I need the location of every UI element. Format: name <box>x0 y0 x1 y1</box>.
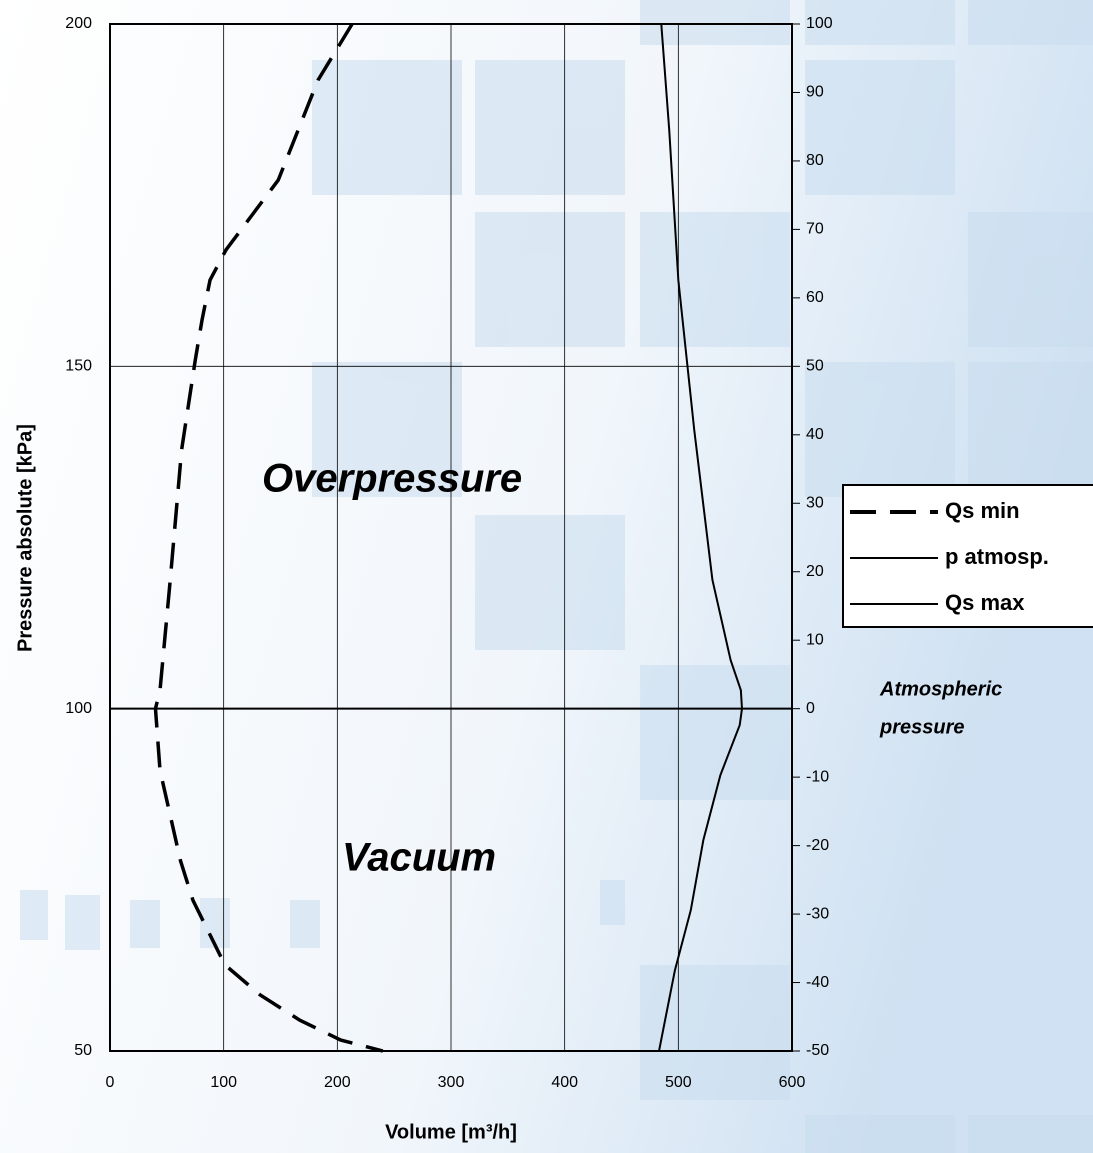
y2-tick-label: 100 <box>806 15 833 32</box>
y-tick-label: 50 <box>74 1042 92 1059</box>
y2-tick-label: -20 <box>806 837 829 854</box>
legend-label: p atmosp. <box>945 544 1049 569</box>
y2-tick-label: -40 <box>806 974 829 991</box>
y-tick-label: 200 <box>65 15 92 32</box>
x-tick-label: 0 <box>106 1074 115 1091</box>
series-line <box>658 23 743 1052</box>
y-tick-label: 150 <box>65 358 92 375</box>
y2-tick-label: 90 <box>806 84 824 101</box>
x-tick-label: 500 <box>665 1074 692 1091</box>
y2-tick-label: -30 <box>806 905 829 922</box>
legend-label: Qs min <box>945 498 1020 523</box>
series-line <box>153 23 384 1053</box>
annotation: Atmospheric <box>879 678 1002 700</box>
y2-tick-label: -10 <box>806 768 829 785</box>
y2-tick-label: 20 <box>806 563 824 580</box>
annotation: Overpressure <box>262 457 522 501</box>
x-axis-label: Volume [m³/h] <box>385 1121 517 1143</box>
y2-tick-label: 60 <box>806 289 824 306</box>
decoration <box>20 0 1093 1153</box>
y2-tick-label: 40 <box>806 426 824 443</box>
y2-tick-label: 70 <box>806 221 824 238</box>
x-tick-label: 300 <box>438 1074 465 1091</box>
y2-tick-label: 80 <box>806 152 824 169</box>
y-tick-label: 100 <box>65 700 92 717</box>
y-axis-label: Pressure absolute [kPa] <box>14 424 36 652</box>
y2-tick-label: -50 <box>806 1042 829 1059</box>
y2-tick-label: 0 <box>806 700 815 717</box>
annotation: Vacuum <box>342 836 496 880</box>
x-tick-label: 100 <box>210 1074 237 1091</box>
y2-tick-label: 30 <box>806 494 824 511</box>
y2-tick-label: 50 <box>806 358 824 375</box>
x-tick-label: 400 <box>551 1074 578 1091</box>
x-tick-label: 200 <box>324 1074 351 1091</box>
plot-frame <box>109 23 793 1052</box>
y2-tick-label: 10 <box>806 631 824 648</box>
annotation: pressure <box>879 716 965 738</box>
x-tick-label: 600 <box>779 1074 806 1091</box>
legend-label: Qs max <box>945 590 1025 615</box>
